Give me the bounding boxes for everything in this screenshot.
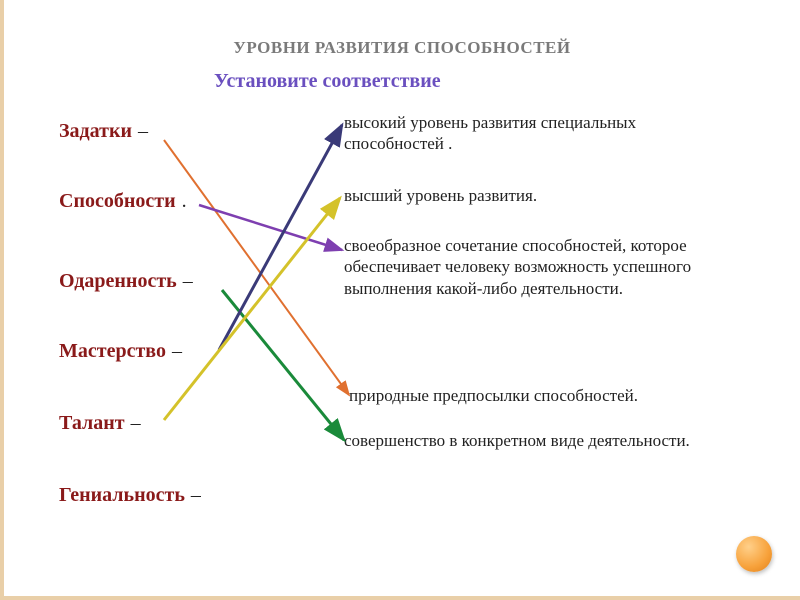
term-dash: –	[177, 270, 193, 292]
term-label: Талант	[59, 412, 125, 434]
term-label: Способности	[59, 190, 176, 212]
term-dash: .	[176, 190, 187, 212]
term-dash: –	[132, 120, 148, 142]
term-label: Задатки	[59, 120, 132, 142]
def-highest: высший уровень развития.	[344, 185, 714, 206]
arrow-zadatki-predpos	[164, 140, 349, 395]
slide-frame: УРОВНИ РАЗВИТИЯ СПОСОБНОСТЕЙ Установите …	[0, 0, 800, 600]
next-slide-button[interactable]	[736, 536, 772, 572]
term-genialnost: Гениальность–	[59, 484, 201, 507]
def-perfection: совершенство в конкретном виде деятельно…	[344, 430, 714, 451]
term-label: Гениальность	[59, 484, 185, 506]
def-high-special: высокий уровень развития специальных спо…	[344, 112, 714, 155]
term-sposobnosti: Способности.	[59, 190, 187, 213]
slide-subtitle: Установите соответствие	[214, 70, 441, 93]
arrow-sposob-combination	[199, 205, 342, 250]
arrow-master-highspecial	[219, 125, 342, 350]
term-dash: –	[125, 412, 141, 434]
arrow-talant-highest	[164, 198, 340, 420]
term-label: Мастерство	[59, 340, 166, 362]
term-label: Одаренность	[59, 270, 177, 292]
term-zadatki: Задатки–	[59, 120, 148, 143]
term-odarennost: Одаренность–	[59, 270, 193, 293]
term-dash: –	[166, 340, 182, 362]
term-talant: Талант–	[59, 412, 141, 435]
def-predispositions: природные предпосылки способностей.	[349, 385, 719, 406]
slide-title: УРОВНИ РАЗВИТИЯ СПОСОБНОСТЕЙ	[4, 38, 800, 58]
arrow-odaren-perfection	[222, 290, 344, 440]
term-masterstvo: Мастерство–	[59, 340, 182, 363]
def-combination: своеобразное сочетание способностей, кот…	[344, 235, 714, 299]
term-dash: –	[185, 484, 201, 506]
